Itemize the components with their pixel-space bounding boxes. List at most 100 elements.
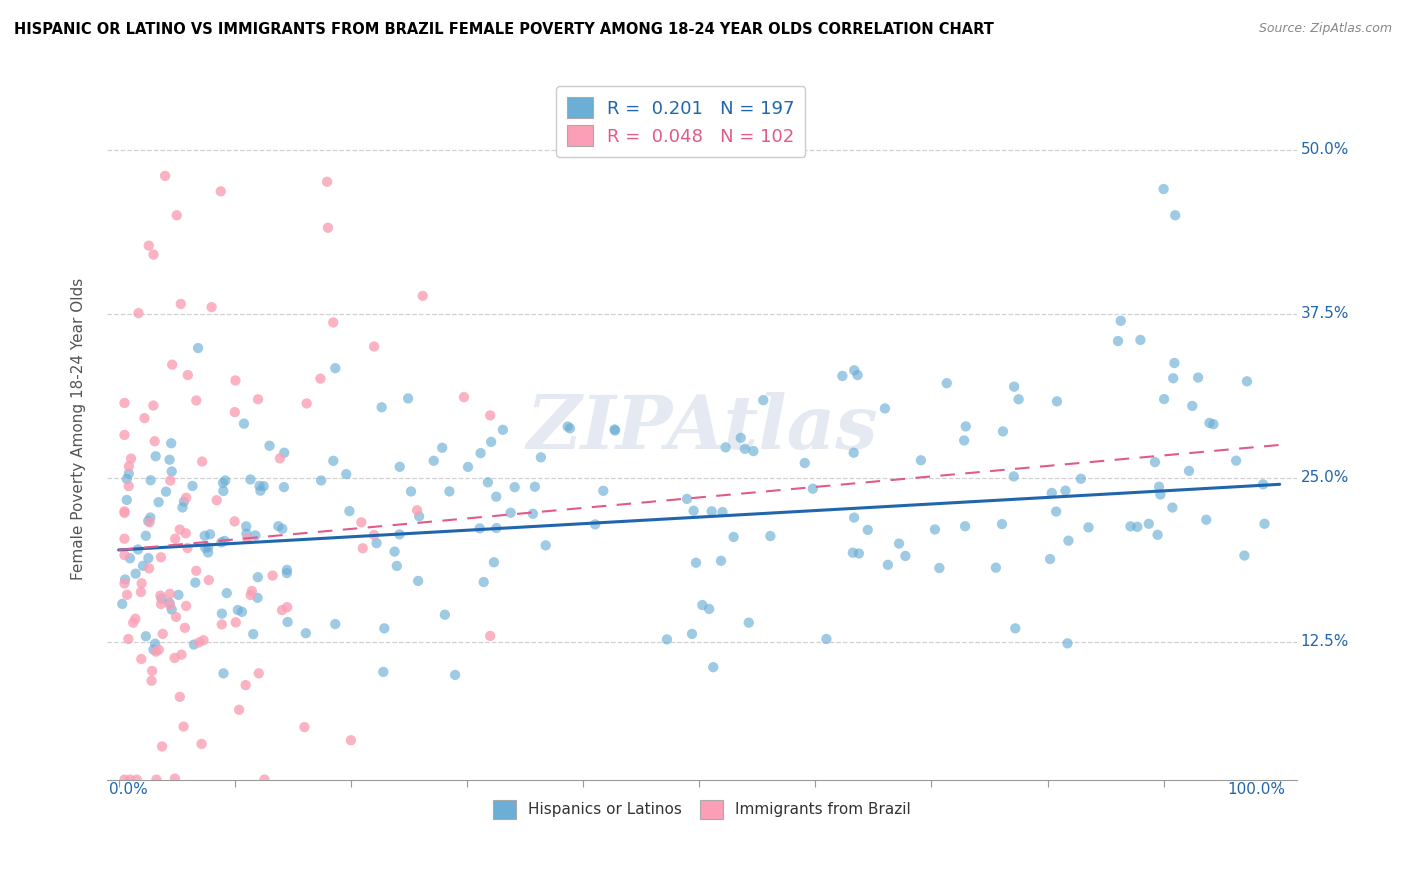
Text: 12.5%: 12.5% (1301, 634, 1348, 649)
Point (139, 473, 162, 487)
Text: 0.0%: 0.0% (110, 782, 148, 797)
Point (1007, 392, 1029, 407)
Point (433, 607, 456, 622)
Point (482, 555, 505, 569)
Point (842, 546, 865, 560)
Point (363, 339, 385, 353)
Point (194, 529, 217, 543)
Point (1161, 371, 1184, 385)
Point (276, 563, 298, 577)
Point (228, 703, 250, 717)
Point (603, 424, 626, 438)
Point (340, 733, 363, 747)
Point (322, 454, 344, 468)
Point (399, 484, 422, 499)
Point (138, 515, 160, 529)
Point (1161, 500, 1184, 515)
Point (186, 564, 208, 578)
Point (1143, 455, 1166, 469)
Point (558, 421, 581, 435)
Text: 100.0%: 100.0% (1227, 782, 1285, 797)
Point (253, 479, 276, 493)
Point (209, 535, 232, 549)
Point (1137, 516, 1160, 531)
Point (681, 627, 703, 641)
Point (953, 519, 976, 533)
Point (173, 720, 195, 734)
Point (730, 431, 752, 445)
Point (131, 652, 153, 666)
Point (844, 363, 866, 377)
Point (1056, 636, 1078, 650)
Point (384, 544, 406, 558)
Point (160, 602, 183, 616)
Point (388, 527, 411, 541)
Point (276, 566, 298, 580)
Text: Source: ZipAtlas.com: Source: ZipAtlas.com (1258, 22, 1392, 36)
Point (200, 300, 222, 314)
Point (479, 409, 502, 423)
Point (115, 492, 138, 507)
Point (1153, 392, 1175, 406)
Point (197, 545, 219, 559)
Point (150, 591, 173, 606)
Point (457, 459, 479, 474)
Point (253, 772, 276, 787)
Point (114, 532, 136, 546)
Point (187, 341, 209, 355)
Point (676, 491, 699, 506)
Point (127, 542, 149, 557)
Point (711, 505, 734, 519)
Point (148, 642, 170, 657)
Point (1045, 504, 1067, 518)
Point (472, 575, 495, 590)
Point (406, 574, 429, 588)
Point (118, 551, 141, 566)
Point (408, 509, 430, 524)
Point (163, 772, 186, 786)
Point (141, 664, 163, 678)
Point (1004, 621, 1026, 635)
Point (655, 632, 678, 647)
Point (499, 506, 522, 520)
Point (692, 598, 714, 612)
Point (1195, 513, 1218, 527)
Point (236, 532, 259, 546)
Text: ZIPAtlas: ZIPAtlas (526, 392, 877, 465)
Point (142, 642, 165, 657)
Point (190, 737, 212, 751)
Point (530, 450, 553, 465)
Point (842, 510, 865, 524)
Point (592, 483, 614, 498)
Point (734, 442, 756, 456)
Point (583, 517, 606, 532)
Point (910, 453, 932, 467)
Point (114, 772, 136, 787)
Point (125, 566, 148, 581)
Legend: Hispanics or Latinos, Immigrants from Brazil: Hispanics or Latinos, Immigrants from Br… (486, 794, 917, 824)
Point (603, 422, 626, 436)
Point (856, 523, 879, 537)
Point (1119, 519, 1142, 533)
Point (1164, 208, 1187, 222)
Point (323, 617, 346, 632)
Point (198, 527, 221, 541)
Point (211, 607, 233, 621)
Text: 25.0%: 25.0% (1301, 470, 1348, 485)
Point (396, 392, 419, 406)
Point (246, 570, 269, 584)
Point (186, 393, 208, 408)
Point (172, 500, 194, 515)
Point (157, 596, 180, 610)
Point (335, 467, 357, 482)
Point (160, 358, 183, 372)
Point (935, 376, 957, 391)
Point (422, 454, 444, 468)
Point (224, 374, 246, 388)
Point (1181, 399, 1204, 413)
Y-axis label: Female Poverty Among 18-24 Year Olds: Female Poverty Among 18-24 Year Olds (72, 277, 86, 580)
Point (738, 615, 761, 630)
Point (352, 541, 374, 556)
Point (142, 399, 165, 413)
Point (115, 588, 138, 602)
